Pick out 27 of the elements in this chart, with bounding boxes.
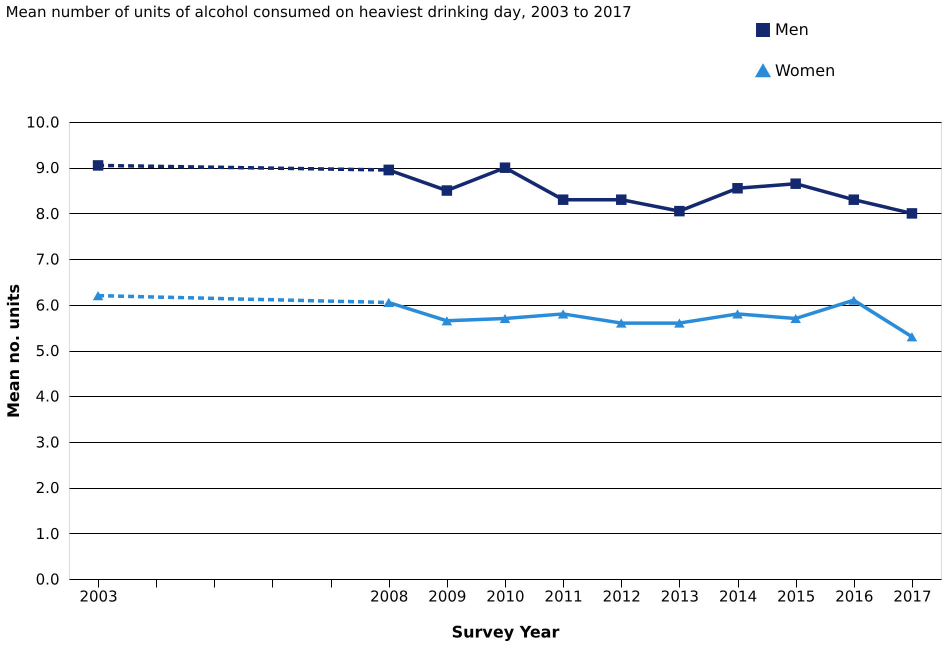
x-tick-label: 2017 xyxy=(893,588,932,606)
x-tick-label: 2003 xyxy=(79,588,118,606)
x-tick-label: 2008 xyxy=(370,588,408,606)
y-tick-label: 5.0 xyxy=(36,342,60,360)
x-tick-label: 2011 xyxy=(544,588,583,606)
x-tick-label: 2009 xyxy=(428,588,466,606)
y-tick-label: 2.0 xyxy=(36,479,60,498)
y-tick-label: 3.0 xyxy=(36,433,60,452)
y-tick-label: 7.0 xyxy=(36,250,60,269)
x-axis-title: Survey Year xyxy=(452,622,560,642)
y-tick-label: 6.0 xyxy=(36,296,60,314)
x-tick-label: 2016 xyxy=(835,588,874,606)
x-tick-label: 2013 xyxy=(660,588,699,606)
legend-label: Men xyxy=(775,20,809,39)
legend-label: Women xyxy=(775,61,836,80)
x-tick-label: 2015 xyxy=(777,588,816,606)
y-tick-label: 9.0 xyxy=(36,159,60,178)
y-tick-label: 0.0 xyxy=(36,570,60,588)
y-tick-label: 8.0 xyxy=(36,204,60,223)
y-tick-label: 4.0 xyxy=(36,388,60,406)
x-tick-label: 2012 xyxy=(602,588,641,606)
x-tick-label: 2010 xyxy=(486,588,525,606)
x-tick-label: 2014 xyxy=(718,588,758,606)
y-tick-label: 10.0 xyxy=(26,114,60,132)
y-tick-label: 1.0 xyxy=(36,524,60,543)
chart-title: Mean number of units of alcohol consumed on heaviest drinking day, 2003 to 2017 xyxy=(6,3,632,21)
y-axis-title: Mean no. units xyxy=(4,284,24,418)
